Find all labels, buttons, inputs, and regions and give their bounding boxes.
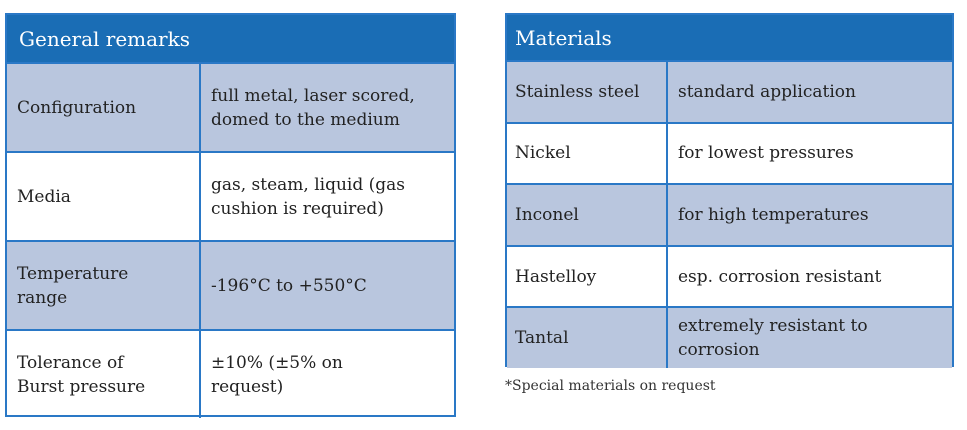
table-row: Temperature range -196°C to +550°C (7, 240, 454, 329)
row-label: Tantal (507, 308, 668, 368)
row-value: gas, steam, liquid (gas cushion is requi… (211, 174, 406, 219)
table-row: Configuration full metal, laser scored, … (7, 62, 454, 151)
row-label: Media (7, 153, 201, 240)
row-label: Inconel (507, 185, 668, 245)
table-title: General remarks (7, 15, 454, 62)
row-value: for lowest pressures (678, 143, 854, 164)
row-value: for high temperatures (678, 204, 869, 225)
table-row: Stainless steel standard application (507, 60, 952, 122)
table-row: Hastelloy esp. corrosion resistant (507, 244, 952, 307)
table-row: Tantal extremely resistant to corrosion (507, 306, 952, 368)
table-row: Media gas, steam, liquid (gas cushion is… (7, 151, 454, 240)
materials-table: Materials Stainless steel standard appli… (505, 13, 954, 368)
row-label: Nickel (507, 123, 668, 184)
row-label: Configuration (7, 64, 201, 151)
table-row: Inconel for high temperatures (507, 183, 952, 245)
row-value: full metal, laser scored, domed to the m… (211, 85, 415, 130)
row-value: esp. corrosion resistant (678, 266, 882, 287)
row-label: Temperature range (7, 242, 201, 329)
row-value: standard application (678, 81, 856, 102)
table-title: Materials (507, 15, 952, 60)
row-label: Tolerance of Burst pressure (7, 331, 201, 418)
table-row: Nickel for lowest pressures (507, 121, 952, 184)
footnote: *Special materials on request (505, 378, 716, 394)
general-remarks-table: General remarks Configuration full metal… (5, 13, 456, 418)
row-label: Hastelloy (507, 246, 668, 307)
row-value: ±10% (±5% on request) (211, 352, 343, 397)
row-value: extremely resistant to corrosion (678, 316, 868, 361)
row-value: -196°C to +550°C (211, 275, 367, 296)
row-label: Stainless steel (507, 62, 668, 122)
table-row: Tolerance of Burst pressure ±10% (±5% on… (7, 329, 454, 418)
